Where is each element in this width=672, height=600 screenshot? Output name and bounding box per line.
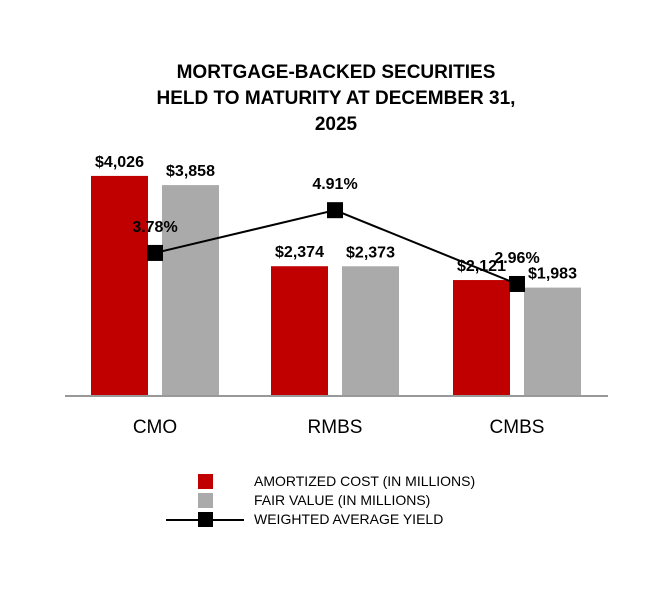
legend-marker-yield [198,512,213,527]
bar-label-fair-value-cmo: $3,858 [166,163,215,180]
legend-label-fair-value: FAIR VALUE (IN MILLIONS) [254,492,431,508]
chart-title: MORTGAGE-BACKED SECURITIES HELD TO MATUR… [0,60,672,138]
x-tick-label-rmbs: RMBS [308,417,363,438]
bar-fair-value-cmbs [524,287,581,396]
chart-title-line-1: MORTGAGE-BACKED SECURITIES [176,62,496,83]
legend-swatch-fair-value [198,493,213,508]
legend-swatch-amortized-cost [198,474,213,489]
yield-label-cmo: 3.78% [132,219,177,236]
bar-label-fair-value-rmbs: $2,373 [346,244,395,261]
bar-amortized-cost-rmbs [271,266,328,396]
legend-label-yield: WEIGHTED AVERAGE YIELD [254,511,444,527]
x-tick-label-cmo: CMO [133,417,177,438]
bar-label-amortized-cost-cmo: $4,026 [95,154,144,171]
bar-label-amortized-cost-rmbs: $2,374 [275,244,324,261]
yield-marker-rmbs [327,202,343,219]
yield-label-cmbs: 2.96% [494,250,539,267]
chart-title-line-3: 2025 [314,114,358,135]
bar-fair-value-rmbs [342,266,399,396]
bar-label-fair-value-cmbs: $1,983 [528,266,577,283]
bar-label-amortized-cost-cmbs: $2,121 [457,258,506,275]
yield-marker-cmo [147,244,163,261]
yield-label-rmbs: 4.91% [312,176,357,193]
legend-label-amortized-cost: AMORTIZED COST (IN MILLIONS) [254,473,476,489]
x-tick-label-cmbs: CMBS [490,417,545,438]
bar-fair-value-cmo [162,185,219,396]
chart-title-line-2: HELD TO MATURITY AT DECEMBER 31, [156,88,516,109]
yield-marker-cmbs [509,275,525,292]
bar-amortized-cost-cmbs [453,280,510,396]
bar-amortized-cost-cmo [91,175,148,396]
